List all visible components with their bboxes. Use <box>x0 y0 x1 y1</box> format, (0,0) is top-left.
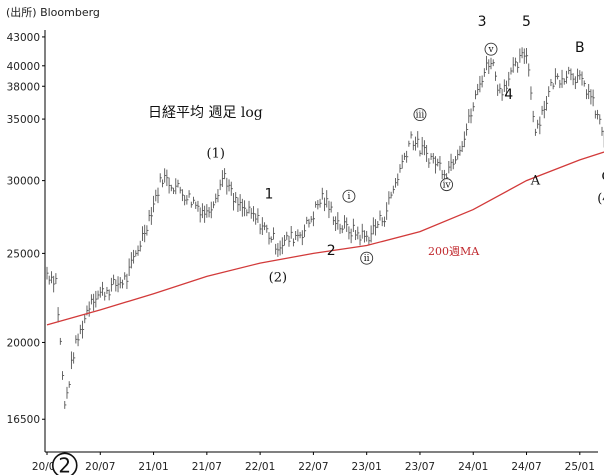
wave-label-circle <box>360 251 374 265</box>
price-bars <box>46 47 604 409</box>
wave-label: ii <box>364 254 370 264</box>
x-tick-label: 23/07 <box>405 461 435 473</box>
x-tick-label: 24/01 <box>458 461 488 473</box>
y-tick-label: 35000 <box>7 114 40 126</box>
wave-label-circle <box>51 452 78 475</box>
wave-label-circle <box>342 189 356 203</box>
source-label: (出所) Bloomberg <box>6 5 100 19</box>
y-tick-label: 30000 <box>7 176 40 188</box>
chart-title: 日経平均 週足 log <box>148 105 263 121</box>
x-tick-label: 22/01 <box>245 461 275 473</box>
wave-label: (4) <box>597 191 604 206</box>
wave-label: B <box>575 40 585 56</box>
wave-label-circle <box>413 108 427 121</box>
y-tick-label: 20000 <box>7 337 40 349</box>
y-tick-label: 40000 <box>7 61 40 73</box>
x-tick-label: 21/01 <box>138 461 168 473</box>
x-tick-label: 22/07 <box>298 461 328 473</box>
x-tick-label: 24/07 <box>511 461 541 473</box>
wave-label: 5 <box>522 14 531 30</box>
wave-label-circle <box>440 178 454 192</box>
wave-label: v <box>487 45 494 55</box>
wave-label: 4 <box>504 87 513 103</box>
wave-label: 2 <box>58 453 71 475</box>
moving-average: 200週MA <box>46 151 604 326</box>
wave-label: i <box>347 192 350 202</box>
ma-200-line <box>46 151 604 326</box>
x-tick-label: 23/01 <box>352 461 382 473</box>
wave-label: 2 <box>327 243 336 259</box>
wave-label: 1 <box>265 186 274 202</box>
y-tick-label: 43000 <box>7 32 40 44</box>
x-tick-label: 25/01 <box>565 461 595 473</box>
y-tick-label: 38000 <box>7 81 40 93</box>
wave-label-circle <box>484 42 498 56</box>
ma-label: 200週MA <box>428 245 480 258</box>
y-tick-label: 25000 <box>7 248 40 260</box>
wave-label: A <box>530 174 541 189</box>
wave-label: 3 <box>478 14 487 30</box>
wave-label: iv <box>443 181 452 191</box>
wave-label: C <box>601 170 604 185</box>
wave-label: (1) <box>207 146 225 161</box>
x-tick-label: 20/07 <box>85 461 115 473</box>
axes: 16500 20000 25000 30000 35000 38000 40000 43000… <box>7 30 598 473</box>
x-tick-label: 21/07 <box>192 461 222 473</box>
wave-label: (2) <box>269 270 287 285</box>
wave-label: iii <box>416 111 425 121</box>
y-tick-label: 16500 <box>7 414 40 426</box>
